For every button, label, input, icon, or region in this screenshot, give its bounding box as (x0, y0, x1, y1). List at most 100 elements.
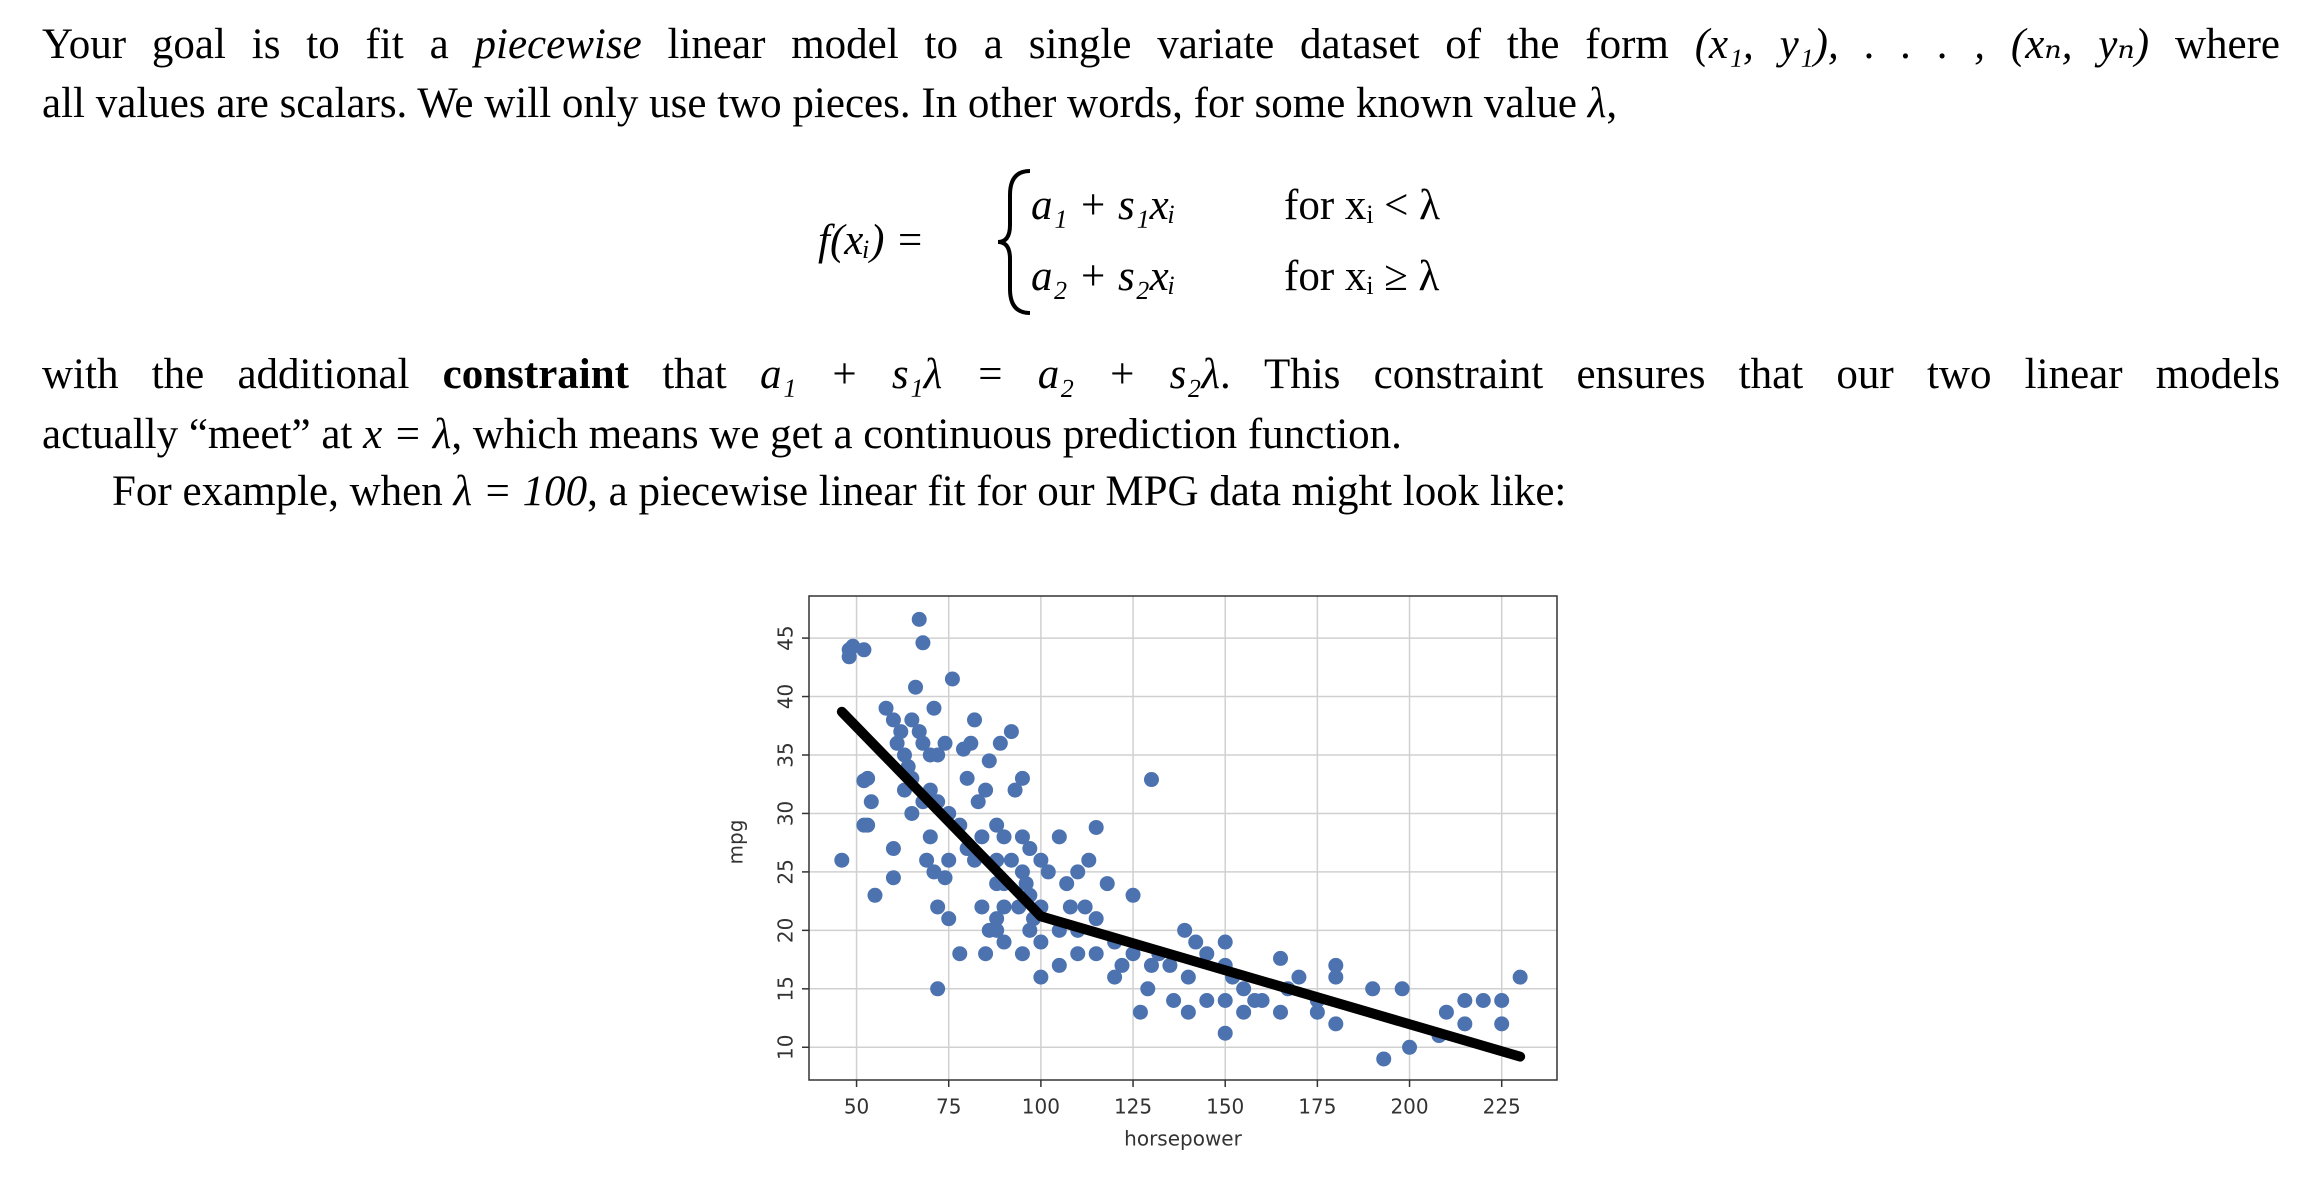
y-tick-label: 45 (774, 625, 798, 650)
scatter-point (893, 724, 909, 740)
scatter-point (1088, 819, 1104, 835)
scatter-point (1376, 1051, 1392, 1067)
y-tick-label: 35 (774, 742, 798, 767)
case-expression: a₂ + s₂xᵢ (1031, 253, 1176, 300)
scatter-point (1014, 946, 1030, 962)
scatter-point (1512, 969, 1528, 985)
text-line: all values are scalars. We will only use… (42, 75, 2280, 133)
scatter-point (978, 782, 994, 798)
y-tick-label: 15 (774, 976, 798, 1001)
scatter-point (896, 747, 912, 763)
plot-frame (808, 595, 1558, 1081)
y-tick-label: 40 (774, 684, 798, 709)
scatter-point (1180, 969, 1196, 985)
text: with the additional (42, 351, 443, 398)
scatter-point (989, 817, 1005, 833)
math: λ = 100 (453, 468, 588, 515)
math: x = λ (363, 411, 452, 458)
scatter-point (1217, 1025, 1233, 1041)
x-tick-label: 150 (1206, 1095, 1244, 1119)
scatter-point (911, 724, 927, 740)
scatter-point (1140, 981, 1156, 997)
text: , a piecewise linear fit for our MPG dat… (587, 468, 1567, 515)
scatter-point (1328, 1016, 1344, 1032)
scatter-point (1003, 852, 1019, 868)
case-condition: for xᵢ < λ (1284, 182, 1441, 229)
fit-line (836, 706, 1526, 1062)
text-line: For example, when λ = 100, a piecewise l… (112, 463, 2280, 521)
scatter-point (1107, 969, 1123, 985)
scatter-point (996, 829, 1012, 845)
scatter-point (1007, 782, 1023, 798)
scatter-point (1177, 922, 1193, 938)
scatter-point (930, 747, 946, 763)
scatter-point (1033, 969, 1049, 985)
scatter-point (1236, 1004, 1252, 1020)
scatter-point (1099, 876, 1115, 892)
scatter-point (1438, 1004, 1454, 1020)
x-tick-label: 225 (1483, 1095, 1521, 1119)
scatter-point (989, 922, 1005, 938)
scatter-point (978, 946, 994, 962)
scatter-point (1051, 829, 1067, 845)
scatter-point (1217, 993, 1233, 1009)
scatter-point (860, 817, 876, 833)
scatter-point (922, 829, 938, 845)
y-axis-label: mpg (724, 820, 748, 865)
scatter-point (867, 887, 883, 903)
text: actually “meet” at (42, 411, 364, 458)
scatter-point (1291, 969, 1307, 985)
scatter-point (963, 735, 979, 751)
emphasis: piecewise (474, 21, 642, 68)
scatter-point (1166, 993, 1182, 1009)
scatter-point (1014, 770, 1030, 786)
scatter-point (1475, 993, 1491, 1009)
case-expression: a₁ + s₁xᵢ (1031, 182, 1176, 229)
scatter-point (952, 946, 968, 962)
text: , (1606, 80, 1618, 127)
scatter-point (1077, 899, 1093, 915)
scatter-point (911, 611, 927, 627)
scatter-point (1254, 993, 1270, 1009)
scatter-point (1199, 946, 1215, 962)
y-tick-label: 30 (774, 801, 798, 826)
text: all values are scalars. We will only use… (42, 80, 1588, 127)
scatter-point (904, 712, 920, 728)
scatter-point (1236, 981, 1252, 997)
scatter-point (974, 829, 990, 845)
scatter-point (1457, 1016, 1473, 1032)
scatter-point (1143, 957, 1159, 973)
scatter-point (1457, 993, 1473, 1009)
scatter-point (1125, 887, 1141, 903)
x-tick-label: 200 (1390, 1095, 1428, 1119)
scatter-point (1003, 724, 1019, 740)
scatter-point (889, 735, 905, 751)
scatter-point (863, 794, 879, 810)
scatter-point (904, 805, 920, 821)
scatter-point (1199, 993, 1215, 1009)
scatter-point (1394, 981, 1410, 997)
scatter-point (981, 753, 997, 769)
scatter-point (930, 899, 946, 915)
x-tick-label: 175 (1298, 1095, 1336, 1119)
scatter-point (926, 700, 942, 716)
scatter-point (1494, 1016, 1510, 1032)
scatter-point (1114, 957, 1130, 973)
text: For example, when (112, 468, 454, 515)
scatter-point (908, 679, 924, 695)
scatter-point (926, 864, 942, 880)
scatter-point (1328, 969, 1344, 985)
scatter-point (1051, 957, 1067, 973)
x-tick-label: 125 (1114, 1095, 1152, 1119)
text-line: Your goal is to fit a piecewise linear m… (42, 16, 2280, 74)
scatter-point (989, 911, 1005, 927)
text: linear model to a single variate dataset… (641, 21, 1695, 68)
scatter-point (1040, 864, 1056, 880)
scatter-point (992, 735, 1008, 751)
scatter-point (1070, 946, 1086, 962)
scatter-point (1018, 876, 1034, 892)
scatter-point (1143, 772, 1159, 788)
bold-text: constraint (442, 351, 629, 398)
scatter-point (1494, 993, 1510, 1009)
scatter-point (1162, 957, 1178, 973)
